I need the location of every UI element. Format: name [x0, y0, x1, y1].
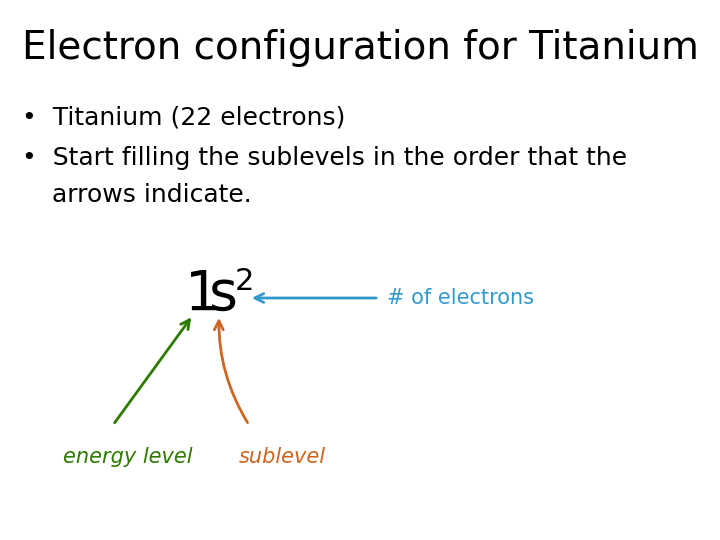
Text: Electron configuration for Titanium: Electron configuration for Titanium — [22, 29, 699, 67]
Text: 2: 2 — [235, 267, 254, 296]
Text: s: s — [209, 268, 238, 322]
Text: •  Start filling the sublevels in the order that the: • Start filling the sublevels in the ord… — [22, 146, 627, 170]
Text: •  Titanium (22 electrons): • Titanium (22 electrons) — [22, 106, 346, 130]
Text: energy level: energy level — [63, 447, 192, 467]
Text: sublevel: sublevel — [239, 447, 326, 467]
Text: 1: 1 — [185, 268, 220, 322]
Text: # of electrons: # of electrons — [387, 288, 534, 308]
Text: arrows indicate.: arrows indicate. — [52, 183, 252, 207]
